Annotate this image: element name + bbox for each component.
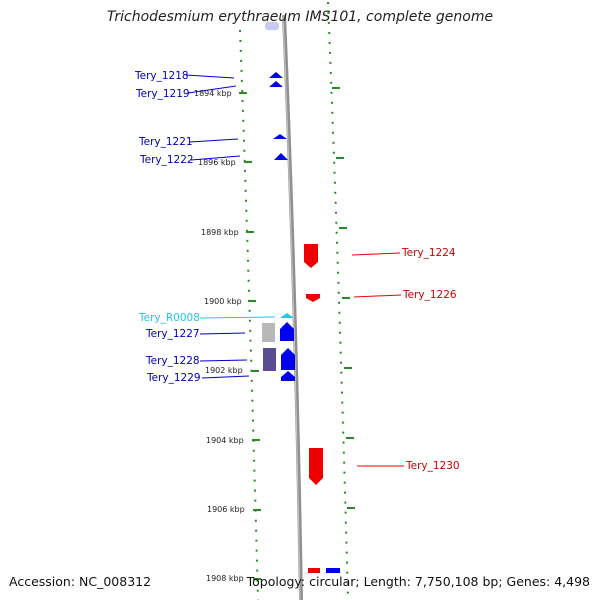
- gene-tery-1224[interactable]: [304, 244, 318, 268]
- ruler-ticks: [239, 87, 355, 580]
- gene-tery-1219[interactable]: [269, 81, 283, 87]
- gene-label-tery-1224[interactable]: Tery_1224: [401, 247, 456, 259]
- feature-grey-block[interactable]: [262, 323, 275, 342]
- tick-label-1902: 1902 kbp: [205, 366, 243, 375]
- feature-purple-block[interactable]: [263, 348, 276, 371]
- tick-label-1904: 1904 kbp: [206, 436, 244, 445]
- tick-label-1898: 1898 kbp: [201, 228, 239, 237]
- left-tick-track: [239, 29, 259, 600]
- tick-label-1908: 1908 kbp: [206, 574, 244, 583]
- gene-label-tery-1219[interactable]: Tery_1219: [135, 88, 190, 100]
- accession-text: Accession: NC_008312: [9, 574, 152, 589]
- gene-tery-1226[interactable]: [306, 294, 320, 302]
- map-title: Trichodesmium erythraeum IMS101, complet…: [106, 9, 494, 25]
- bottom-red-feature[interactable]: [308, 568, 320, 573]
- gene-tery-1228[interactable]: [281, 348, 295, 370]
- gene-tery-1227[interactable]: [280, 322, 294, 341]
- gene-label-tery-1221[interactable]: Tery_1221: [138, 136, 193, 148]
- gene-tery-r0008[interactable]: [280, 313, 294, 318]
- tick-label-1900: 1900 kbp: [204, 297, 242, 306]
- gene-label-tery-1222[interactable]: Tery_1222: [139, 154, 194, 166]
- gene-label-tery-1226[interactable]: Tery_1226: [402, 289, 457, 301]
- gene-label-tery-1228[interactable]: Tery_1228: [145, 355, 200, 367]
- gene-label-tery-1229[interactable]: Tery_1229: [146, 372, 201, 384]
- gene-tery-1222[interactable]: [274, 153, 288, 160]
- gene-tery-1229[interactable]: [281, 371, 295, 381]
- gene-label-tery-r0008[interactable]: Tery_R0008: [138, 312, 200, 324]
- gene-label-tery-1218[interactable]: Tery_1218: [134, 70, 189, 82]
- gene-label-tery-1227[interactable]: Tery_1227: [145, 328, 200, 340]
- gene-tery-1230[interactable]: [309, 448, 323, 485]
- top-feature: [265, 22, 279, 30]
- genome-summary-text: Topology: circular; Length: 7,750,108 bp…: [246, 574, 590, 589]
- tick-label-1906: 1906 kbp: [207, 505, 245, 514]
- gene-label-tery-1230[interactable]: Tery_1230: [405, 460, 460, 472]
- gene-tery-1221[interactable]: [273, 134, 287, 139]
- gene-tery-1218[interactable]: [269, 72, 283, 78]
- genome-backbone: [282, 14, 303, 600]
- right-tick-track: [327, 1, 349, 600]
- tick-label-1894: 1894 kbp: [194, 89, 232, 98]
- tick-label-1896: 1896 kbp: [198, 158, 236, 167]
- bottom-blue-feature[interactable]: [326, 568, 340, 573]
